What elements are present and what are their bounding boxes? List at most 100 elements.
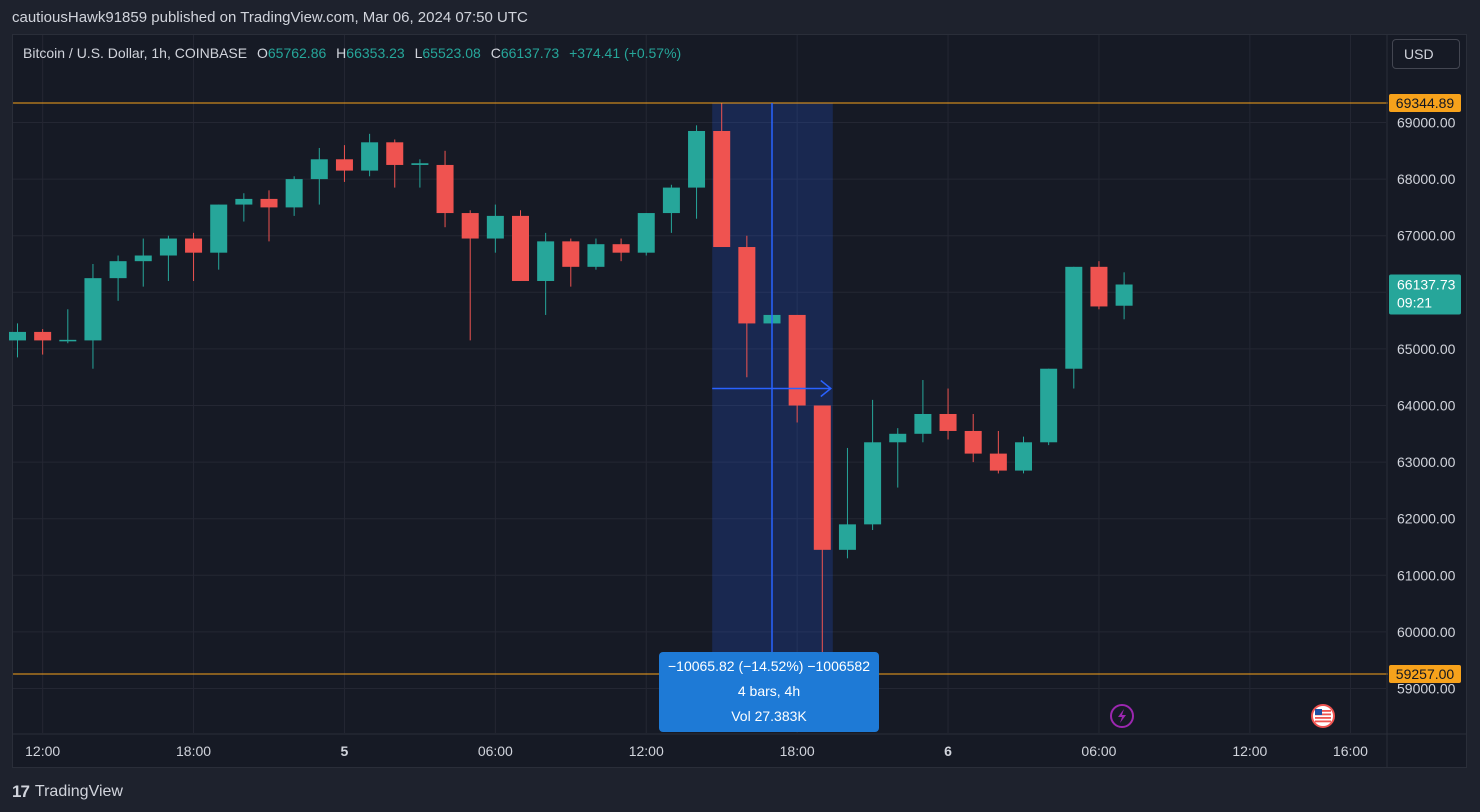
candle-body[interactable] xyxy=(1065,266,1083,369)
candle-body[interactable] xyxy=(185,238,203,253)
time-tick-label: 6 xyxy=(944,743,952,759)
measure-info-line: −10065.82 (−14.52%) −1006582 xyxy=(668,658,870,674)
candle-body[interactable] xyxy=(84,278,102,341)
candle-body[interactable] xyxy=(914,413,932,434)
flag-stripe xyxy=(1315,710,1331,712)
tradingview-logo-mark: 17 xyxy=(12,782,30,801)
candle-body[interactable] xyxy=(1090,266,1108,307)
close-label: C xyxy=(490,45,501,61)
candle-body[interactable] xyxy=(436,164,454,214)
time-tick-label: 12:00 xyxy=(1232,743,1267,759)
candle-body[interactable] xyxy=(361,142,379,171)
candle-body[interactable] xyxy=(612,244,630,253)
candle-body[interactable] xyxy=(662,187,680,214)
lightning-event-icon[interactable] xyxy=(1110,704,1134,728)
candle-body[interactable] xyxy=(1040,368,1058,443)
lightning-bolt-icon xyxy=(1118,709,1126,723)
price-tick-label: 61000.00 xyxy=(1397,567,1456,583)
symbol-title[interactable]: Bitcoin / U.S. Dollar, 1h, COINBASE xyxy=(23,45,248,61)
flag-stripe xyxy=(1315,713,1331,716)
candle-body[interactable] xyxy=(788,314,806,406)
candle-body[interactable] xyxy=(512,215,529,281)
candle-body[interactable] xyxy=(1015,442,1032,471)
candle-body[interactable] xyxy=(637,213,655,253)
price-tick-label: 62000.00 xyxy=(1397,511,1456,527)
candle-body[interactable] xyxy=(738,247,756,324)
time-tick-label: 06:00 xyxy=(1081,743,1116,759)
candle-body[interactable] xyxy=(838,524,856,550)
candle-body[interactable] xyxy=(713,130,731,248)
low-value: 65523.08 xyxy=(422,45,481,61)
candle-body[interactable] xyxy=(159,238,177,256)
time-tick-label: 18:00 xyxy=(176,743,211,759)
candle-body[interactable] xyxy=(461,213,479,239)
candle-body[interactable] xyxy=(537,241,555,281)
candle-body[interactable] xyxy=(335,159,353,171)
candle-body[interactable] xyxy=(59,339,77,342)
candle-body[interactable] xyxy=(109,261,127,279)
high-value: 66353.23 xyxy=(346,45,405,61)
candle-body[interactable] xyxy=(587,244,605,267)
candle-body[interactable] xyxy=(964,430,982,454)
price-tick-label: 65000.00 xyxy=(1397,341,1456,357)
candle-body[interactable] xyxy=(939,413,957,431)
time-tick-label: 18:00 xyxy=(780,743,815,759)
candle-body[interactable] xyxy=(864,442,882,525)
time-tick-label: 16:00 xyxy=(1333,743,1368,759)
candle-body[interactable] xyxy=(889,433,907,443)
candle-body[interactable] xyxy=(1115,284,1133,306)
tradingview-logo[interactable]: 17 TradingView xyxy=(12,782,123,802)
open-value: 65762.86 xyxy=(267,45,327,61)
candle-body[interactable] xyxy=(562,241,580,267)
price-tick-label: 69000.00 xyxy=(1397,115,1456,131)
currency-button[interactable]: USD xyxy=(1392,39,1460,69)
time-tick-label: 06:00 xyxy=(478,743,513,759)
candle-body[interactable] xyxy=(134,255,152,262)
candle-body[interactable] xyxy=(486,215,504,239)
price-tick-label: 60000.00 xyxy=(1397,624,1456,640)
tradingview-logo-text: TradingView xyxy=(34,783,123,800)
candle-body[interactable] xyxy=(9,331,26,341)
measure-info-line: Vol 27.383K xyxy=(731,708,807,724)
bar-countdown-label: 09:21 xyxy=(1397,295,1432,311)
candle-body[interactable] xyxy=(260,198,278,208)
level-price-tag xyxy=(1389,93,1461,112)
candle-body[interactable] xyxy=(813,405,831,550)
candle-body[interactable] xyxy=(688,130,706,188)
measure-arrow-head xyxy=(820,379,833,398)
candle-body[interactable] xyxy=(235,198,253,205)
level-price-label: 59257.00 xyxy=(1396,666,1455,682)
publish-info: cautiousHawk91859 published on TradingVi… xyxy=(12,9,528,26)
time-tick-label: 12:00 xyxy=(629,743,664,759)
price-tick-label: 59000.00 xyxy=(1397,681,1456,697)
us-flag-event-icon[interactable] xyxy=(1311,704,1335,728)
time-tick-label: 12:00 xyxy=(25,743,60,759)
measure-info-line: 4 bars, 4h xyxy=(738,683,800,699)
change-value: +374.41 (+0.57%) xyxy=(569,45,682,61)
flag-canton xyxy=(1315,709,1322,715)
candle-body[interactable] xyxy=(34,331,52,341)
last-price-tag xyxy=(1389,274,1461,315)
level-price-tag xyxy=(1389,664,1461,683)
candle-body[interactable] xyxy=(210,204,228,253)
measure-info-box[interactable] xyxy=(659,652,879,732)
high-label: H xyxy=(336,45,347,61)
flag-stripe xyxy=(1315,720,1331,723)
candle-body[interactable] xyxy=(411,163,429,165)
low-label: L xyxy=(414,45,423,61)
last-price-label: 66137.73 xyxy=(1397,277,1456,293)
open-label: O xyxy=(256,45,268,61)
candle-body[interactable] xyxy=(989,453,1007,471)
chart-frame[interactable] xyxy=(12,34,1467,768)
ohlc-legend: Bitcoin / U.S. Dollar, 1h, COINBASE O657… xyxy=(23,45,681,61)
candle-body[interactable] xyxy=(310,159,328,180)
candle-body[interactable] xyxy=(386,142,404,165)
price-tick-label: 67000.00 xyxy=(1397,228,1456,244)
price-tick-label: 68000.00 xyxy=(1397,171,1456,187)
close-value: 66137.73 xyxy=(500,45,560,61)
candle-body[interactable] xyxy=(285,179,303,208)
time-tick-label: 5 xyxy=(341,743,349,759)
price-tick-label: 63000.00 xyxy=(1397,454,1456,470)
price-tick-label: 64000.00 xyxy=(1397,398,1456,414)
